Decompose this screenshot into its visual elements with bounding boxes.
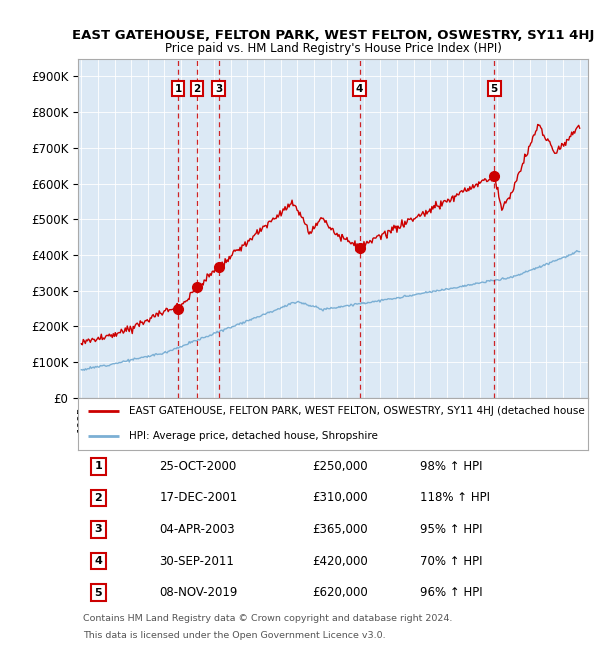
Text: £365,000: £365,000 — [313, 523, 368, 536]
Text: 96% ↑ HPI: 96% ↑ HPI — [420, 586, 482, 599]
Text: 17-DEC-2001: 17-DEC-2001 — [160, 491, 238, 504]
Text: £620,000: £620,000 — [313, 586, 368, 599]
Text: EAST GATEHOUSE, FELTON PARK, WEST FELTON, OSWESTRY, SY11 4HJ: EAST GATEHOUSE, FELTON PARK, WEST FELTON… — [72, 29, 594, 42]
Text: 4: 4 — [94, 556, 103, 566]
Text: HPI: Average price, detached house, Shropshire: HPI: Average price, detached house, Shro… — [129, 431, 378, 441]
Text: £310,000: £310,000 — [313, 491, 368, 504]
Text: Price paid vs. HM Land Registry's House Price Index (HPI): Price paid vs. HM Land Registry's House … — [164, 42, 502, 55]
Text: 08-NOV-2019: 08-NOV-2019 — [160, 586, 238, 599]
Text: 5: 5 — [95, 588, 102, 597]
Text: 30-SEP-2011: 30-SEP-2011 — [160, 554, 235, 567]
Text: 2: 2 — [193, 84, 200, 94]
Text: This data is licensed under the Open Government Licence v3.0.: This data is licensed under the Open Gov… — [83, 631, 386, 640]
Text: 3: 3 — [215, 84, 222, 94]
Text: £250,000: £250,000 — [313, 460, 368, 473]
Text: 3: 3 — [95, 525, 102, 534]
Text: 70% ↑ HPI: 70% ↑ HPI — [420, 554, 482, 567]
Text: 1: 1 — [175, 84, 182, 94]
Text: 95% ↑ HPI: 95% ↑ HPI — [420, 523, 482, 536]
Text: 1: 1 — [95, 462, 102, 471]
Text: 118% ↑ HPI: 118% ↑ HPI — [420, 491, 490, 504]
Text: 5: 5 — [491, 84, 498, 94]
Text: 4: 4 — [356, 84, 363, 94]
Text: £420,000: £420,000 — [313, 554, 368, 567]
Text: 98% ↑ HPI: 98% ↑ HPI — [420, 460, 482, 473]
Text: 25-OCT-2000: 25-OCT-2000 — [160, 460, 237, 473]
Text: Contains HM Land Registry data © Crown copyright and database right 2024.: Contains HM Land Registry data © Crown c… — [83, 614, 452, 623]
Text: 04-APR-2003: 04-APR-2003 — [160, 523, 235, 536]
Text: EAST GATEHOUSE, FELTON PARK, WEST FELTON, OSWESTRY, SY11 4HJ (detached house: EAST GATEHOUSE, FELTON PARK, WEST FELTON… — [129, 406, 585, 416]
Text: 2: 2 — [95, 493, 102, 503]
